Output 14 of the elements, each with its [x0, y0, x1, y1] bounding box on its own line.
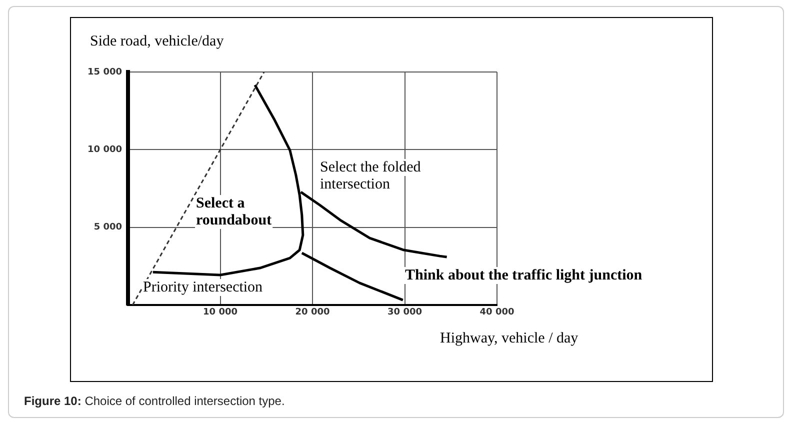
- annotation: Select a roundabout: [196, 195, 272, 228]
- x-axis-title: Highway, vehicle / day: [440, 330, 579, 346]
- caption: Figure 10: Choice of controlled intersection type.: [24, 394, 285, 408]
- annotation: Think about the traffic light junction: [405, 267, 643, 284]
- y-tick-label: 15 000: [88, 67, 122, 78]
- x-tick-label: 40 000: [480, 308, 514, 318]
- x-tick-label: 20 000: [295, 308, 330, 318]
- y-tick-label: 10 000: [88, 145, 122, 156]
- x-tick-label: 10 000: [203, 308, 238, 318]
- y-axis-title: Side road, vehicle/day: [90, 33, 224, 50]
- annotation: Priority intersection: [143, 279, 264, 296]
- annotation: Select the folded intersection: [320, 159, 422, 192]
- y-tick-label: 5 000: [94, 222, 122, 233]
- x-tick-label: 30 000: [388, 308, 422, 318]
